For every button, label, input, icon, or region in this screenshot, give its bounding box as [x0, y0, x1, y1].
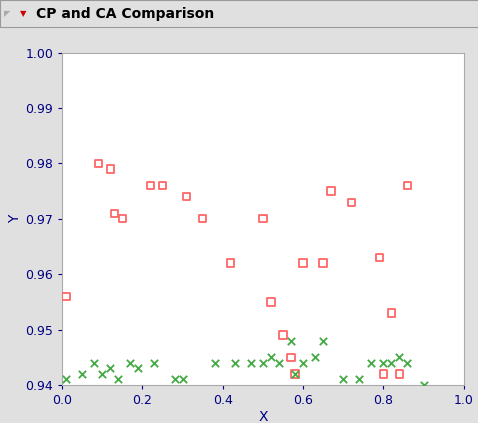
Point [376, 254, 383, 261]
Point [319, 337, 327, 344]
Point [396, 354, 403, 361]
Point [396, 371, 403, 377]
Point [179, 376, 186, 383]
Point [119, 215, 126, 222]
Point [348, 199, 355, 206]
Point [380, 360, 387, 366]
Point [110, 210, 118, 217]
Point [98, 371, 106, 377]
Point [199, 215, 206, 222]
Point [259, 215, 267, 222]
Point [62, 293, 70, 300]
X-axis label: X: X [258, 410, 268, 423]
Point [380, 371, 387, 377]
Point [247, 360, 255, 366]
Point [267, 354, 275, 361]
Point [127, 360, 134, 366]
Point [291, 371, 299, 377]
Text: ▼: ▼ [20, 9, 27, 18]
Point [339, 376, 347, 383]
Point [403, 182, 411, 189]
Y-axis label: Y: Y [9, 214, 22, 223]
Point [299, 260, 307, 266]
Point [107, 165, 114, 172]
Point [388, 310, 395, 316]
Point [183, 193, 190, 200]
Point [231, 360, 239, 366]
Point [299, 360, 307, 366]
Point [327, 188, 335, 195]
Point [227, 260, 235, 266]
Point [90, 360, 98, 366]
Point [78, 371, 86, 377]
Point [171, 376, 178, 383]
Point [211, 360, 218, 366]
Point [115, 376, 122, 383]
Point [368, 360, 375, 366]
Point [356, 376, 363, 383]
Point [291, 371, 299, 377]
Text: ◤: ◤ [4, 9, 11, 18]
Point [287, 354, 295, 361]
Point [388, 360, 395, 366]
Point [95, 160, 102, 167]
Point [319, 260, 327, 266]
Point [275, 360, 283, 366]
Point [259, 360, 267, 366]
Point [311, 354, 319, 361]
Point [403, 360, 411, 366]
Point [107, 365, 114, 372]
Point [159, 182, 166, 189]
Text: CP and CA Comparison: CP and CA Comparison [36, 7, 214, 21]
Point [287, 337, 295, 344]
Point [151, 360, 158, 366]
Point [62, 376, 70, 383]
Point [420, 382, 427, 388]
Point [267, 299, 275, 305]
Point [279, 332, 287, 338]
Point [135, 365, 142, 372]
Point [147, 182, 154, 189]
